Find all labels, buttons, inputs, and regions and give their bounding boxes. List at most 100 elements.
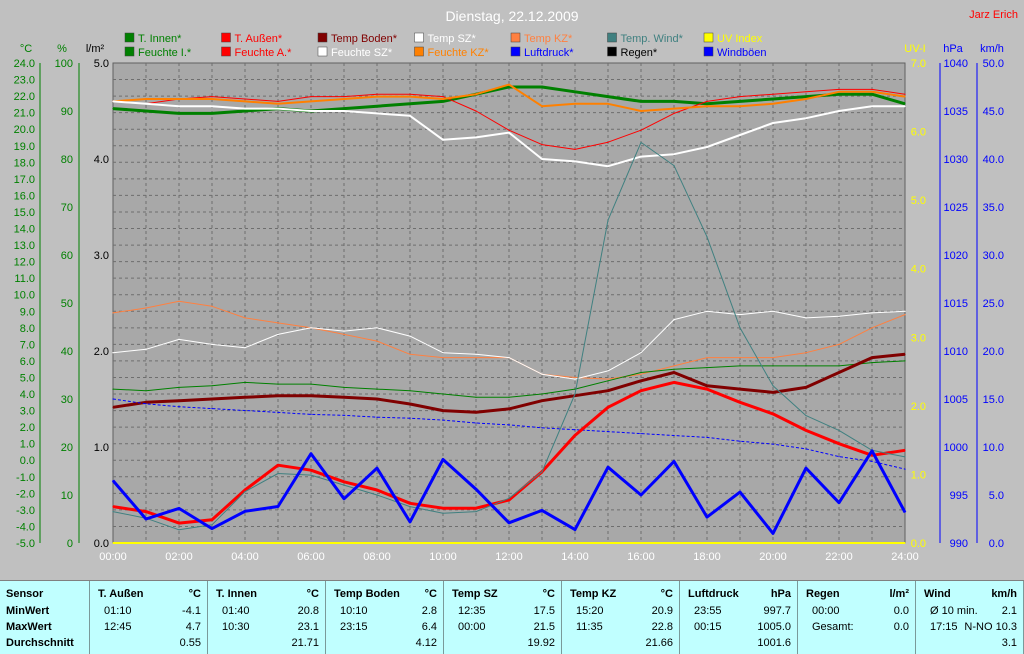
series-10-point-17	[673, 165, 675, 167]
series-4-point-9	[409, 353, 411, 355]
series-5-point-6	[310, 327, 312, 329]
tick-label-temp-16: 8.0	[20, 323, 35, 335]
series-8-point-22	[838, 456, 840, 458]
tick-label-wind-9: 5.0	[989, 490, 1004, 502]
tick-label-uv-0: 7.0	[911, 58, 926, 70]
axis-title-rain: l/m²	[86, 43, 105, 55]
series-6-point-12	[508, 396, 510, 398]
series-8-point-12	[508, 424, 510, 426]
stats-avg-value: 3.1	[1001, 637, 1017, 649]
series-9-point-18	[706, 388, 708, 390]
tick-label-wind-1: 45.0	[983, 106, 1004, 118]
series-1-point-11	[475, 110, 477, 112]
tick-label-uv-3: 4.0	[911, 264, 926, 276]
stats-header-name: Wind	[924, 588, 951, 600]
tick-label-temp-18: 6.0	[20, 356, 35, 368]
series-4-point-16	[640, 373, 642, 375]
stats-min-value: 2.8	[421, 605, 437, 617]
series-5-point-21	[805, 317, 807, 319]
series-6-point-13	[541, 393, 543, 395]
series-9-point-8	[376, 489, 378, 491]
series-0-point-17	[673, 100, 675, 102]
tick-label-humidity-4: 60	[61, 250, 73, 262]
axis-title-temp: °C	[20, 43, 32, 55]
legend-swatch-1	[221, 32, 231, 43]
series-7-point-12	[508, 408, 510, 410]
stats-max-time: 23:15	[340, 621, 368, 633]
series-3-point-6	[310, 110, 312, 112]
x-tick-label-1: 02:00	[165, 551, 193, 563]
series-3-point-1	[145, 103, 147, 105]
tick-label-rain-3: 2.0	[94, 346, 109, 358]
series-11-point-13	[541, 509, 543, 511]
legend-label-5: Temp. Wind*	[621, 33, 684, 45]
series-13-point-2	[178, 542, 180, 544]
series-10-point-4	[244, 491, 246, 493]
series-3-point-15	[607, 165, 609, 167]
series-2-point-5	[277, 103, 279, 105]
series-5-point-9	[409, 335, 411, 337]
series-9	[112, 380, 906, 525]
series-13-point-24	[904, 542, 906, 544]
series-2-point-6	[310, 100, 312, 102]
series-6-point-4	[244, 381, 246, 383]
series-3-point-17	[673, 153, 675, 155]
tick-label-pressure-4: 1020	[944, 250, 968, 262]
stats-column-2: Temp Boden °C 10:10 2.8 23:15 6.4 4.12	[326, 581, 444, 654]
tick-label-uv-7: 0.0	[911, 538, 926, 550]
series-0-point-19	[739, 100, 741, 102]
stats-min-value: 20.9	[651, 605, 673, 617]
series-7-point-23	[871, 357, 873, 359]
legend-label-10: Feuchte KZ*	[428, 47, 490, 59]
stats-max-time: 11:35	[576, 621, 603, 633]
series-11-point-19	[739, 491, 741, 493]
series-5-point-7	[343, 330, 345, 332]
series-3-point-24	[904, 105, 906, 107]
series-4-point-10	[442, 357, 444, 359]
stats-column-4: Temp KZ °C 15:20 20.9 11:35 22.8 21.66	[562, 581, 680, 654]
stats-header-unit: °C	[660, 588, 673, 600]
legend-label-13: Windböen	[717, 47, 767, 59]
series-11-point-12	[508, 522, 510, 524]
legend-label-12: Regen*	[621, 47, 658, 59]
series-8-point-1	[145, 403, 147, 405]
series-10-point-14	[574, 393, 576, 395]
series-8-point-7	[343, 414, 345, 416]
legend-label-8: Feuchte A.*	[235, 47, 293, 59]
series-6-point-11	[475, 396, 477, 398]
series-6-point-10	[442, 393, 444, 395]
stats-avg-value: 0.55	[179, 637, 201, 649]
x-tick-label-7: 14:00	[561, 551, 589, 563]
series-8-point-9	[409, 417, 411, 419]
series-11-point-9	[409, 521, 411, 523]
series-5-point-22	[838, 315, 840, 317]
series-5-point-5	[277, 333, 279, 335]
series-5-point-19	[739, 314, 741, 316]
series-2-point-17	[673, 108, 675, 110]
stats-header-unit: °C	[306, 588, 319, 600]
stats-max-time: 17:15	[930, 621, 958, 633]
stats-header-name: T. Innen	[216, 588, 257, 600]
tick-label-pressure-1: 1035	[944, 106, 968, 118]
series-13-point-16	[640, 542, 642, 544]
series-11-point-4	[244, 510, 246, 512]
tick-label-temp-2: 22.0	[14, 91, 35, 103]
tick-label-humidity-7: 30	[61, 394, 73, 406]
tick-label-wind-4: 30.0	[983, 250, 1004, 262]
series-5-point-15	[607, 370, 609, 372]
series-0-point-13	[541, 86, 543, 88]
legend-label-4: Temp KZ*	[524, 33, 573, 45]
series-1-point-22	[838, 88, 840, 90]
series-8-point-0	[112, 398, 114, 400]
tick-label-temp-11: 13.0	[14, 240, 35, 252]
tick-label-temp-23: 1.0	[20, 439, 35, 451]
legend-swatch-0	[124, 32, 135, 43]
series-11-point-21	[805, 467, 807, 469]
series-2-point-14	[574, 103, 576, 105]
series-2-point-9	[409, 96, 411, 98]
tick-label-rain-0: 5.0	[94, 58, 109, 70]
stats-row-labels: Sensor MinWert MaxWert Durchschnitt	[0, 581, 90, 654]
tick-label-humidity-2: 80	[61, 154, 73, 166]
stats-header-name: T. Außen	[98, 588, 144, 600]
series-8-point-2	[178, 406, 180, 408]
